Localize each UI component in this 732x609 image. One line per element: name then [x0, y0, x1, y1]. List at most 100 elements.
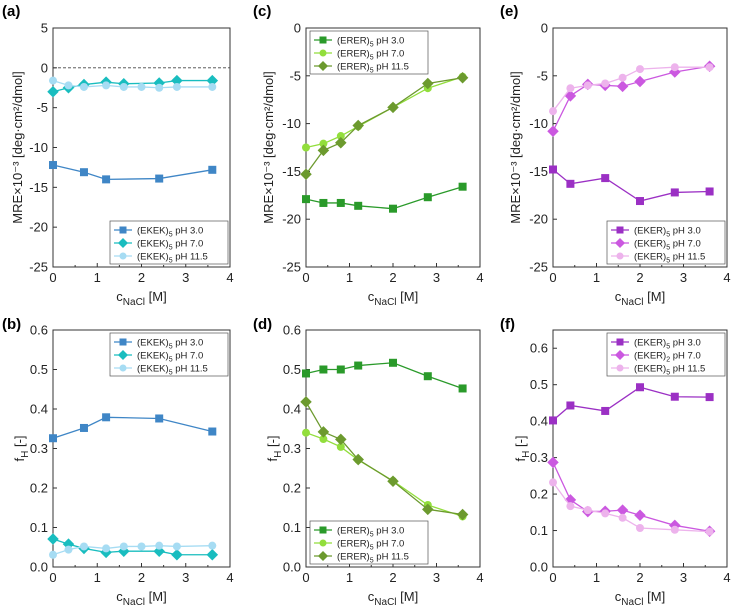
data-point — [49, 76, 57, 85]
x-tick-label: 1 — [593, 570, 600, 585]
data-point — [302, 428, 310, 437]
data-point — [549, 478, 557, 487]
y-tick-label: 0 — [294, 21, 301, 36]
legend-marker — [117, 349, 129, 361]
data-point — [317, 426, 330, 438]
data-point — [566, 502, 575, 511]
legend-marker — [319, 539, 327, 547]
legend-entry: (EKEK)5 pH 3.0 — [137, 338, 203, 351]
data-point — [601, 406, 610, 415]
legend-marker — [319, 36, 327, 44]
x-tick-label: 3 — [433, 270, 440, 285]
panel-b: (b) 0 1 2 3 4 0.0 0.1 0.2 0.3 0.4 0.5 0.6 cNaCl [M] fH… — [2, 316, 234, 608]
data-point — [456, 508, 469, 521]
series-c-0 — [302, 182, 467, 213]
y-tick-label: 0.6 — [283, 323, 301, 338]
series-f-2 — [549, 478, 714, 536]
series-line — [305, 401, 463, 516]
legend-f: (EKER)5 pH 3.0(EKER)2 pH 7.0(EKER)5 pH 1… — [606, 332, 726, 377]
x-tick-label: 4 — [226, 270, 233, 285]
data-point — [458, 384, 467, 393]
y-axis-label: MRE×10⁻³ [deg·cm²/dmol] — [261, 71, 276, 223]
x-tick-label: 4 — [226, 570, 233, 585]
series-line — [305, 362, 463, 390]
x-tick-label: 0 — [549, 270, 556, 285]
legend-entry: (ERER)5 pH 7.0 — [337, 49, 404, 62]
x-tick-label: 2 — [138, 270, 145, 285]
x-axis-label: cNaCl [M] — [368, 589, 418, 608]
y-tick-label: 0.4 — [530, 414, 548, 429]
x-tick-label: 3 — [680, 270, 687, 285]
x-tick-label: 0 — [49, 270, 56, 285]
data-point — [583, 81, 592, 90]
legend-entry: (EKER)5 pH 7.0 — [634, 239, 701, 252]
data-point — [670, 392, 679, 401]
x-tick-label: 0 — [549, 570, 556, 585]
y-tick-label: 0.3 — [530, 450, 548, 465]
x-axis-label: cNaCl [M] — [116, 289, 166, 308]
data-point — [616, 80, 629, 93]
data-point — [705, 63, 714, 72]
x-tick-label: 3 — [182, 270, 189, 285]
legend-entry: (EKEK)5 pH 7.0 — [137, 351, 203, 364]
data-point — [336, 442, 345, 451]
data-point — [583, 506, 592, 515]
data-point — [102, 413, 111, 422]
data-point — [302, 195, 310, 204]
series-line — [305, 186, 463, 210]
legend-entry: (EKER)5 pH 3.0 — [634, 226, 701, 239]
y-tick-label: 0.3 — [30, 441, 48, 456]
data-point — [172, 82, 181, 91]
x-tick-label: 3 — [680, 570, 687, 585]
panel-f: (f) 0 1 2 3 4 0.0 0.1 0.2 0.3 0.4 0.5 0.6 cNaCl [M] fH… — [500, 316, 731, 608]
data-point — [64, 81, 73, 90]
y-tick-label: -25 — [282, 260, 301, 275]
data-point — [79, 423, 88, 432]
series-f-0 — [549, 383, 714, 425]
legend-marker — [616, 364, 624, 372]
y-tick-label: -5 — [536, 68, 548, 83]
y-tick-label: 0.6 — [530, 341, 548, 356]
y-tick-label: -20 — [282, 212, 301, 227]
y-tick-label: 0.6 — [30, 323, 48, 338]
x-tick-label: 0 — [49, 570, 56, 585]
y-tick-label: -20 — [29, 220, 48, 235]
y-tick-label: 0.2 — [283, 481, 301, 496]
legend-entry: (EKEK)5 pH 3.0 — [137, 226, 203, 239]
data-point — [456, 71, 469, 84]
y-tick-label: 0.5 — [30, 362, 48, 377]
series-a-2 — [49, 76, 217, 92]
legend-entry: (EKER)5 pH 11.5 — [634, 364, 705, 377]
y-tick-label: -10 — [529, 116, 548, 131]
data-point — [566, 401, 575, 410]
x-tick-label: 3 — [433, 570, 440, 585]
legend-entry: (EKEK)5 pH 11.5 — [137, 252, 208, 265]
legend-marker — [616, 338, 624, 346]
data-point — [171, 74, 183, 87]
y-axis-label: fH [-] — [12, 435, 31, 461]
x-tick-label: 4 — [723, 270, 730, 285]
data-point — [670, 525, 679, 534]
data-point — [49, 550, 57, 559]
data-point — [566, 179, 575, 188]
data-point — [335, 433, 347, 446]
y-tick-label: -10 — [29, 140, 48, 155]
data-point — [79, 542, 88, 551]
data-point — [422, 77, 434, 90]
data-point — [389, 204, 397, 213]
data-point — [335, 136, 347, 149]
series-a-0 — [49, 161, 217, 184]
y-tick-label: 0 — [541, 21, 548, 36]
legend-d: (ERER)5 pH 3.0(ERER)5 pH 7.0(ERER)5 pH 1… — [309, 520, 429, 565]
legend-entry: (EKEK)5 pH 7.0 — [137, 239, 203, 252]
data-point — [155, 83, 164, 92]
series-line — [305, 77, 463, 175]
data-point — [634, 75, 646, 88]
panel-label-f: (f) — [500, 316, 515, 333]
series-line — [552, 66, 710, 112]
data-point — [171, 548, 183, 561]
legend-marker — [616, 226, 624, 234]
y-tick-label: -15 — [282, 164, 301, 179]
data-point — [549, 165, 557, 174]
data-point — [119, 542, 128, 551]
